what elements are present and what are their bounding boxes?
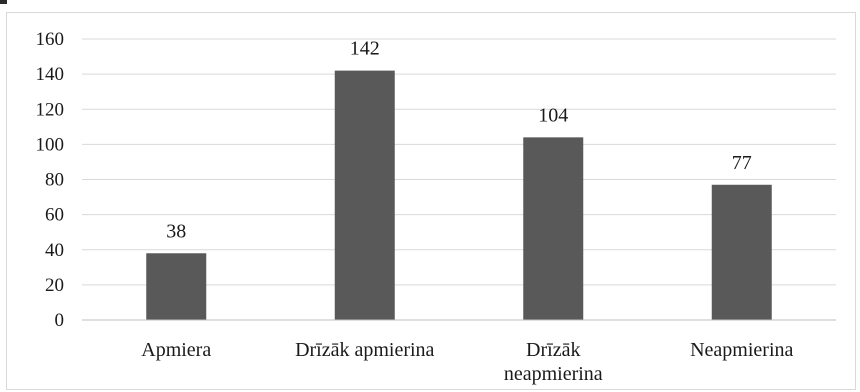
y-tick-label: 0 [55,310,65,331]
y-tick-label: 160 [36,29,65,50]
y-axis-tick-labels: 0 20 40 60 80 100 120 140 160 [36,29,65,331]
y-tick-label: 60 [45,205,64,226]
data-label: 104 [538,104,568,126]
y-tick-label: 120 [36,99,65,120]
category-label: Drīzāk apmierina [295,339,434,361]
bar [711,184,772,320]
bar [523,137,584,320]
bar [334,70,395,320]
y-tick-label: 100 [36,134,65,155]
chart-frame [6,12,856,390]
y-tick-label: 40 [45,240,64,261]
data-labels: 38 142 104 77 [166,38,752,243]
data-label: 142 [350,38,380,60]
y-tick-label: 80 [45,170,64,191]
bars [146,70,772,320]
category-label: Apmiera [141,339,211,361]
corner-mark [0,0,7,4]
y-tick-label: 20 [45,275,64,296]
category-label: Neapmierina [690,339,793,361]
bar [146,253,207,320]
y-tick-label: 140 [36,64,65,85]
category-label: Drīzāk neapmierina [504,339,603,385]
x-axis-category-labels: Apmiera Drīzāk apmierina Drīzāk neapmierina… [141,339,793,385]
data-label: 38 [166,220,186,242]
grid-lines [82,38,836,286]
data-label: 77 [732,152,752,174]
